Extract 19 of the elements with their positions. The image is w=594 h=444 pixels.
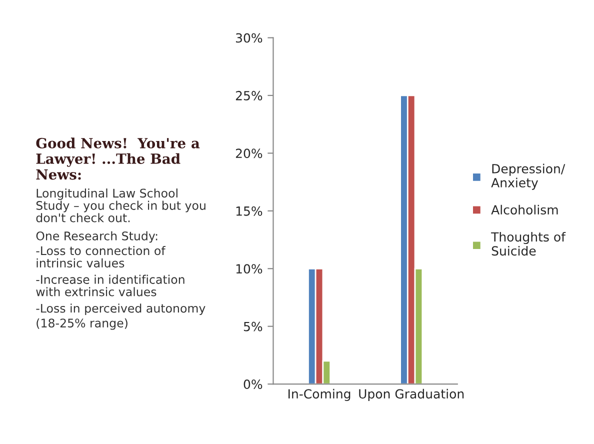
legend-label: Depression/ Anxiety (491, 164, 566, 190)
text: -Loss in perceived autonomy (36, 304, 206, 316)
text: -Increase in identification with extrinsic values (36, 274, 184, 296)
y-tick-label: 30% (236, 33, 262, 43)
y-tick-label: 20% (236, 148, 262, 158)
x-tick-label: In-Coming (288, 388, 350, 402)
y-tick-label: 25% (236, 90, 262, 100)
y-tick-label: 0% (244, 380, 262, 389)
text: Good News! You're a Lawyer! ...The Bad News: (36, 138, 200, 180)
legend-label: Thoughts of Suicide (491, 232, 566, 256)
text: (18-25% range) (36, 318, 128, 330)
legend-label: Alcoholism (491, 204, 558, 215)
text: Longitudinal Law School Study – you check in but you don't check out. (36, 188, 206, 222)
text: -Loss to connection of intrinsic values (36, 246, 166, 268)
text: One Research Study: (36, 231, 158, 243)
x-tick-label: Upon Graduation (359, 388, 464, 402)
y-tick-label: 5% (244, 322, 262, 332)
y-tick-label: 10% (236, 264, 262, 274)
y-tick-label: 15% (236, 206, 262, 216)
